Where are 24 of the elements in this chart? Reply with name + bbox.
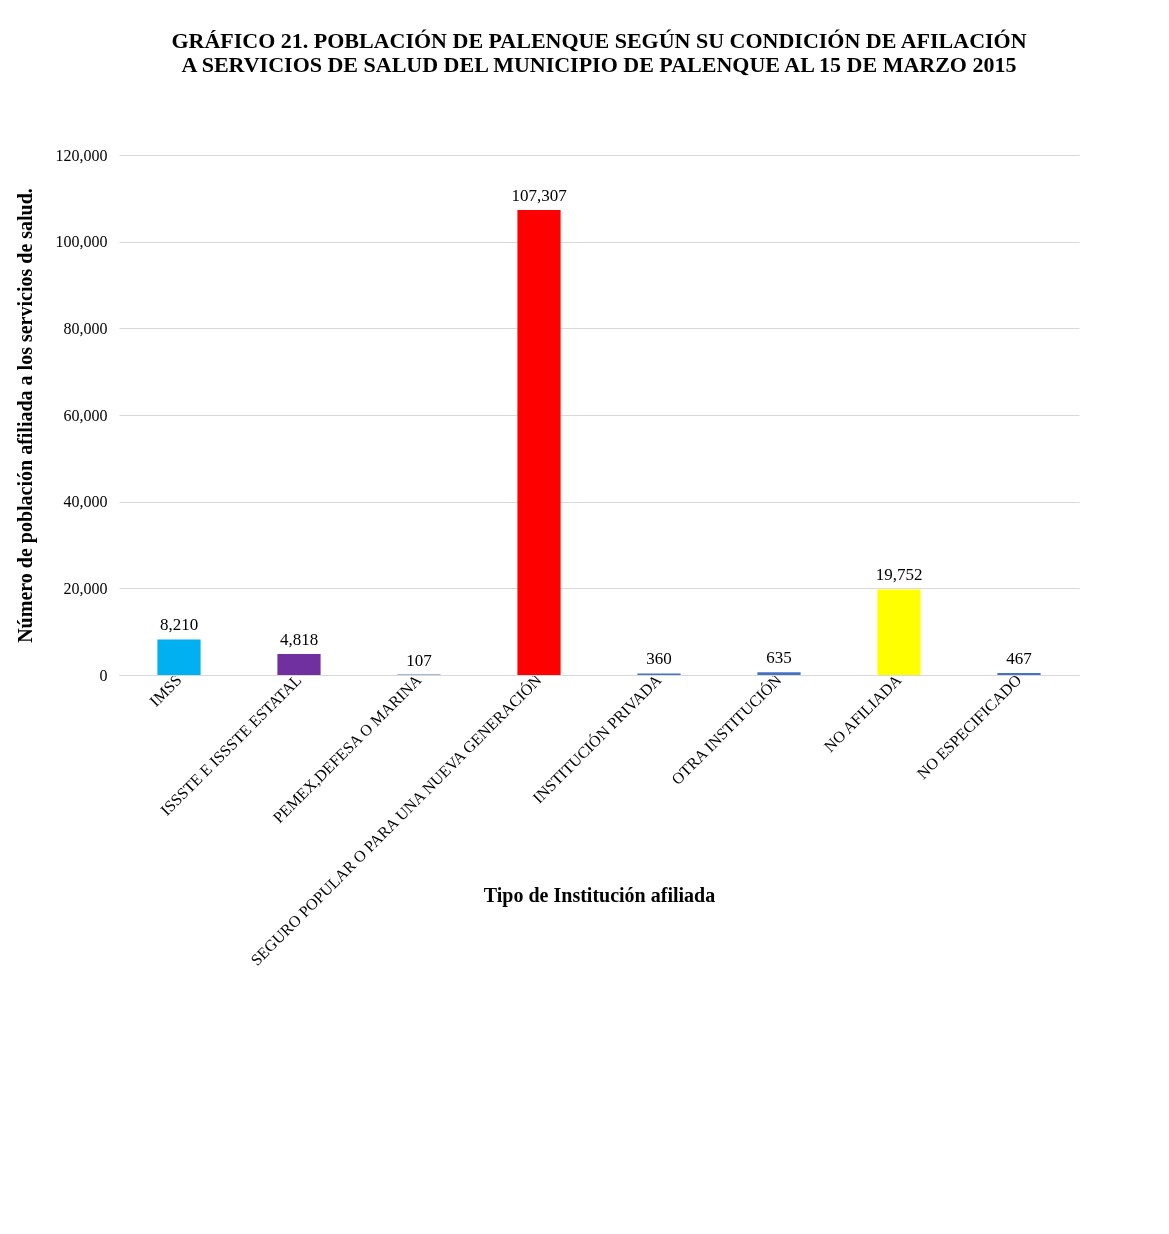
bar bbox=[517, 210, 561, 675]
bar bbox=[997, 672, 1041, 675]
data-label: 8,210 bbox=[159, 615, 199, 635]
bar bbox=[157, 639, 201, 675]
bar bbox=[757, 672, 801, 675]
bar bbox=[877, 589, 921, 675]
data-label: 107 bbox=[406, 650, 433, 670]
data-label: 635 bbox=[766, 648, 792, 668]
y-tick-label: 100,000 bbox=[55, 233, 108, 251]
bar bbox=[277, 654, 321, 675]
data-label: 107,307 bbox=[511, 186, 568, 205]
data-label: 360 bbox=[646, 649, 672, 669]
y-tick-label: 40,000 bbox=[63, 493, 108, 511]
data-label: 4,818 bbox=[279, 630, 319, 650]
y-tick-label: 0 bbox=[99, 666, 108, 684]
chart-title: GRÁFICO 21. POBLACIÓN DE PALENQUE SEGÚN SU CONDICIÓN DE AFILACIÓN A SERVICIOS DE SALUD DEL MUNICIPIO DE PALENQUE AL 15 DE MARZO 2015 bbox=[171, 28, 1027, 77]
y-tick-label: 60,000 bbox=[63, 406, 108, 424]
y-tick-label: 20,000 bbox=[63, 579, 108, 597]
y-tick-label: 80,000 bbox=[63, 319, 108, 337]
y-axis-title: Número de población afiliada a los servicios de salud. bbox=[13, 188, 37, 643]
data-label: 19,752 bbox=[875, 565, 923, 585]
x-axis-title: Tipo de Institución afiliada bbox=[483, 883, 716, 907]
y-tick-label: 120,000 bbox=[55, 146, 108, 164]
data-label: 467 bbox=[1006, 648, 1033, 668]
